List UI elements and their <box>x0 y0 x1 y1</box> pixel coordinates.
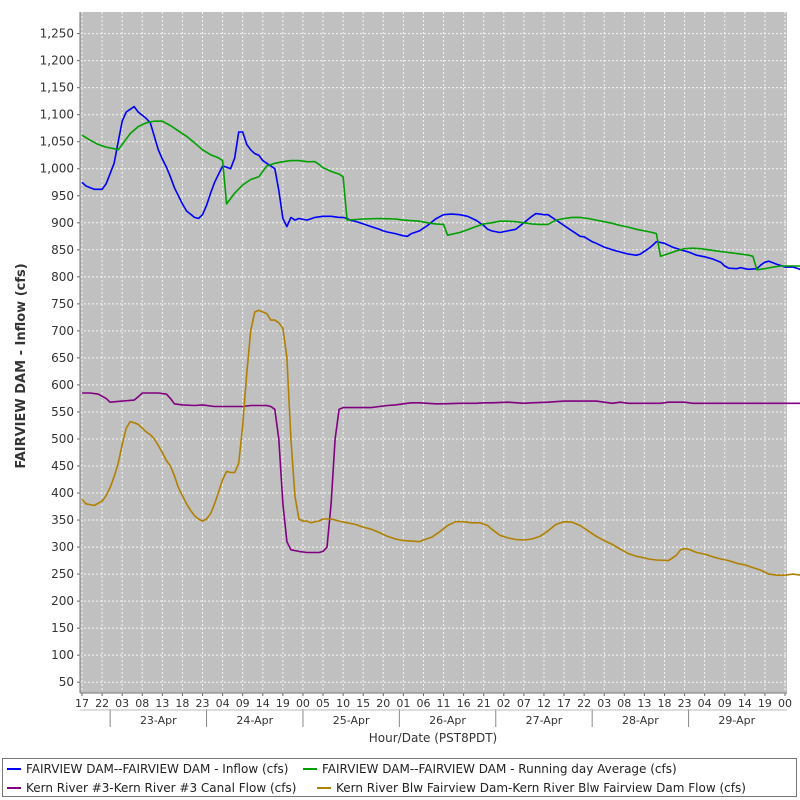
date-label: 28-Apr <box>622 714 659 727</box>
date-label: 29-Apr <box>718 714 755 727</box>
legend-label-blw-dam-flow: Kern River Blw Fairview Dam-Kern River B… <box>336 781 746 795</box>
x-tick-label: 10 <box>336 697 350 710</box>
legend-item-inflow: FAIRVIEW DAM--FAIRVIEW DAM - Inflow (cfs… <box>7 762 288 776</box>
x-tick-label: 23 <box>196 697 210 710</box>
y-axis: 50 100 150 200 250 300 350 400 450 500 550 600 650 70… <box>40 12 81 693</box>
x-tick-label: 01 <box>396 697 410 710</box>
x-tick-label: 08 <box>617 697 631 710</box>
x-tick-label: 18 <box>175 697 189 710</box>
date-label: 26-Apr <box>429 714 466 727</box>
chart: 5010015020025030035040045050055060065070… <box>14 12 800 745</box>
y-tick-label: 200 <box>51 594 74 608</box>
x-tick-label: 12 <box>537 697 551 710</box>
x-tick-label: 13 <box>637 697 651 710</box>
x-tick-label: 08 <box>135 697 149 710</box>
x-tick-label: 00 <box>778 697 792 710</box>
y-tick-label: 1,000 <box>40 162 74 176</box>
series-line-blw-dam-flow <box>81 309 800 576</box>
series-line-canal-flow <box>82 392 800 554</box>
legend-swatch-inflow <box>7 767 21 770</box>
x-tick-label: 22 <box>95 697 109 710</box>
y-tick-label: 550 <box>51 405 74 419</box>
x-tick-label: 22 <box>577 697 591 710</box>
x-tick-label: 19 <box>276 697 290 710</box>
y-tick-label: 850 <box>51 243 74 257</box>
x-tick-label: 19 <box>758 697 772 710</box>
x-axis-label: Hour/Date (PST8PDT) <box>369 731 497 745</box>
x-tick-label: 17 <box>557 697 571 710</box>
date-label: 27-Apr <box>526 714 563 727</box>
legend-label-inflow: FAIRVIEW DAM--FAIRVIEW DAM - Inflow (cfs… <box>26 762 289 776</box>
y-tick-label: 1,050 <box>40 135 74 149</box>
series-lines <box>81 105 800 576</box>
y-tick-label: 1,100 <box>40 108 74 122</box>
date-label: 25-Apr <box>333 714 370 727</box>
legend-label-running-average: FAIRVIEW DAM--FAIRVIEW DAM - Running day… <box>322 762 677 776</box>
y-tick-label: 100 <box>51 648 74 662</box>
x-tick-label: 03 <box>115 697 129 710</box>
legend-label-canal-flow: Kern River #3-Kern River #3 Canal Flow (… <box>26 781 297 795</box>
series-line-inflow <box>81 105 800 271</box>
y-tick-label: 800 <box>51 270 74 284</box>
x-tick-label: 00 <box>296 697 310 710</box>
x-tick-label: 07 <box>517 697 531 710</box>
legend-swatch-canal-flow <box>7 786 21 789</box>
y-tick-label: 600 <box>51 378 74 392</box>
legend-item-canal-flow: Kern River #3-Kern River #3 Canal Flow (… <box>7 781 296 795</box>
y-tick-label: 50 <box>59 675 74 689</box>
x-tick-label: 16 <box>457 697 471 710</box>
y-axis-label: FAIRVIEW DAM - Inflow (cfs) <box>14 263 29 468</box>
x-tick-label: 21 <box>477 697 491 710</box>
y-tick-label: 500 <box>51 432 74 446</box>
x-tick-label: 06 <box>416 697 430 710</box>
x-tick-label: 14 <box>256 697 270 710</box>
gridlines <box>80 12 787 693</box>
legend-swatch-blw-dam-flow <box>317 786 331 789</box>
x-tick-label: 02 <box>497 697 511 710</box>
legend: FAIRVIEW DAM--FAIRVIEW DAM - Inflow (cfs… <box>2 758 797 797</box>
y-tick-label: 1,150 <box>40 81 74 95</box>
y-tick-label: 700 <box>51 324 74 338</box>
legend-swatch-running-average <box>303 767 317 770</box>
series-line-running-average <box>81 120 800 271</box>
y-tick-label: 650 <box>51 351 74 365</box>
x-tick-label: 14 <box>738 697 752 710</box>
y-tick-label: 350 <box>51 513 74 527</box>
y-tick-label: 150 <box>51 621 74 635</box>
date-label: 23-Apr <box>140 714 177 727</box>
legend-item-blw-dam-flow: Kern River Blw Fairview Dam-Kern River B… <box>317 781 746 795</box>
x-tick-label: 17 <box>75 697 89 710</box>
x-tick-label: 05 <box>316 697 330 710</box>
y-tick-label: 300 <box>51 540 74 554</box>
x-tick-label: 04 <box>698 697 712 710</box>
x-tick-label: 15 <box>356 697 370 710</box>
x-tick-label: 18 <box>657 697 671 710</box>
x-tick-label: 13 <box>155 697 169 710</box>
x-tick-label: 09 <box>718 697 732 710</box>
y-tick-label: 750 <box>51 297 74 311</box>
y-tick-label: 250 <box>51 567 74 581</box>
x-tick-label: 11 <box>437 697 451 710</box>
x-tick-label: 04 <box>216 697 230 710</box>
plot-area <box>80 12 787 693</box>
y-tick-label: 1,250 <box>40 27 74 41</box>
y-tick-label: 900 <box>51 216 74 230</box>
x-tick-label: 09 <box>236 697 250 710</box>
y-tick-label: 400 <box>51 486 74 500</box>
x-axis: 17 22 03 08 13 18 23 04 09 14 19 00 05 10 15 20 01 06 11 16… <box>75 692 792 727</box>
y-tick-label: 1,200 <box>40 54 74 68</box>
x-tick-label: 03 <box>597 697 611 710</box>
date-label: 24-Apr <box>236 714 273 727</box>
x-tick-label: 20 <box>376 697 390 710</box>
y-tick-label: 450 <box>51 459 74 473</box>
x-tick-label: 23 <box>678 697 692 710</box>
legend-item-running-average: FAIRVIEW DAM--FAIRVIEW DAM - Running day… <box>303 762 677 776</box>
y-tick-label: 950 <box>51 189 74 203</box>
